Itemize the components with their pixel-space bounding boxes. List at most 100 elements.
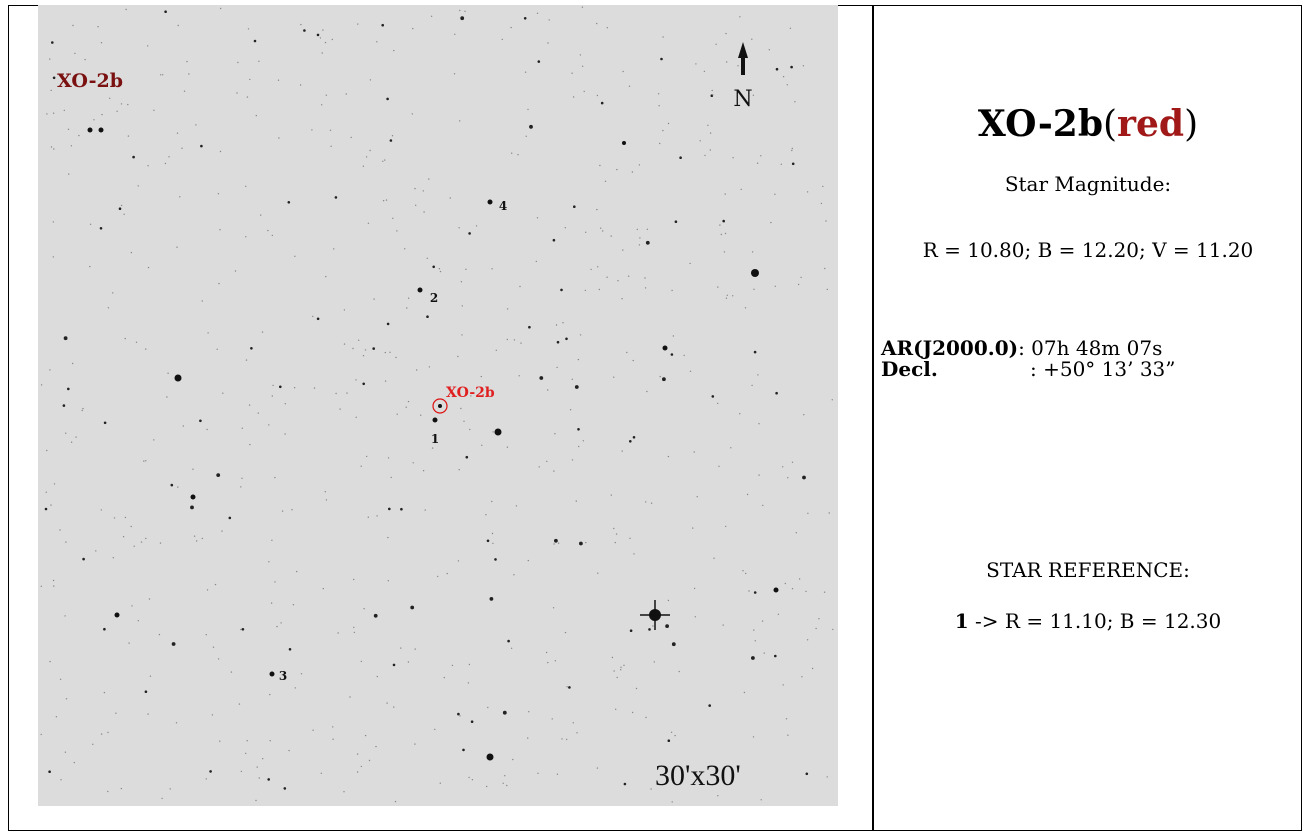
star <box>756 162 759 164</box>
star <box>221 530 223 532</box>
star <box>683 354 685 357</box>
star <box>556 340 560 344</box>
star <box>116 110 118 113</box>
star <box>439 270 442 273</box>
star <box>428 178 430 180</box>
star <box>112 557 115 559</box>
star <box>645 501 647 503</box>
star <box>502 710 507 715</box>
star <box>411 113 413 115</box>
star <box>506 338 508 341</box>
star <box>113 517 116 519</box>
star <box>784 582 786 585</box>
star <box>650 788 652 790</box>
star <box>72 362 74 365</box>
star <box>103 421 107 425</box>
field-size: 30'x30' <box>655 759 741 792</box>
star <box>274 581 276 583</box>
star <box>373 613 378 618</box>
star <box>343 343 346 345</box>
star <box>604 180 607 182</box>
star <box>89 223 92 225</box>
star <box>583 90 585 93</box>
star <box>465 268 467 270</box>
star <box>667 455 670 458</box>
star <box>49 369 51 371</box>
star <box>362 355 365 357</box>
star <box>806 191 809 193</box>
star <box>732 157 734 159</box>
star <box>137 620 139 622</box>
star <box>754 640 756 642</box>
star <box>246 96 249 98</box>
reference: 1 -> R = 11.10; B = 12.30 <box>874 609 1302 633</box>
star <box>414 187 416 190</box>
star <box>123 213 125 215</box>
star <box>678 670 680 673</box>
star <box>657 93 660 95</box>
star <box>639 237 641 239</box>
star <box>623 782 627 786</box>
star <box>573 205 576 208</box>
star <box>571 72 573 74</box>
star <box>375 745 377 748</box>
star <box>299 84 302 86</box>
title-paren: ( <box>1103 104 1118 145</box>
star <box>525 135 527 137</box>
star <box>367 516 369 518</box>
star <box>292 604 295 606</box>
star <box>739 413 741 415</box>
star <box>103 627 106 631</box>
star <box>166 396 168 398</box>
star <box>107 731 109 734</box>
star <box>214 583 217 586</box>
star <box>615 533 618 535</box>
star <box>169 788 171 790</box>
star <box>186 60 188 63</box>
star <box>546 460 548 463</box>
star <box>674 734 676 737</box>
star <box>646 390 648 393</box>
star <box>343 791 345 793</box>
star <box>768 49 770 51</box>
star <box>288 749 290 752</box>
star <box>645 716 647 719</box>
ref-label: 4 <box>499 199 507 213</box>
star <box>613 527 615 530</box>
star <box>606 27 608 29</box>
magnitudes: R = 10.80; B = 12.20; V = 11.20 <box>922 238 1254 262</box>
star <box>268 424 270 426</box>
star <box>495 349 497 351</box>
star <box>475 225 478 227</box>
star <box>782 466 784 468</box>
star <box>312 315 314 318</box>
star <box>760 155 762 157</box>
star <box>610 494 612 496</box>
star <box>787 477 789 479</box>
star <box>638 164 641 166</box>
star <box>726 61 728 63</box>
star <box>791 461 794 463</box>
star <box>787 734 789 736</box>
star <box>579 334 582 336</box>
star <box>120 204 123 207</box>
star <box>219 229 221 231</box>
star <box>621 450 623 452</box>
star <box>709 132 712 134</box>
star <box>147 266 150 269</box>
star <box>581 65 584 68</box>
star <box>312 729 314 731</box>
star <box>807 512 809 514</box>
star <box>635 687 638 690</box>
star <box>696 496 698 498</box>
star <box>730 447 732 449</box>
star <box>805 772 809 776</box>
star <box>241 477 243 479</box>
star <box>258 777 260 779</box>
star <box>404 248 406 250</box>
star <box>131 605 133 607</box>
star <box>574 385 579 389</box>
star <box>53 148 55 150</box>
star <box>389 139 393 142</box>
ref-label: 3 <box>279 669 287 683</box>
